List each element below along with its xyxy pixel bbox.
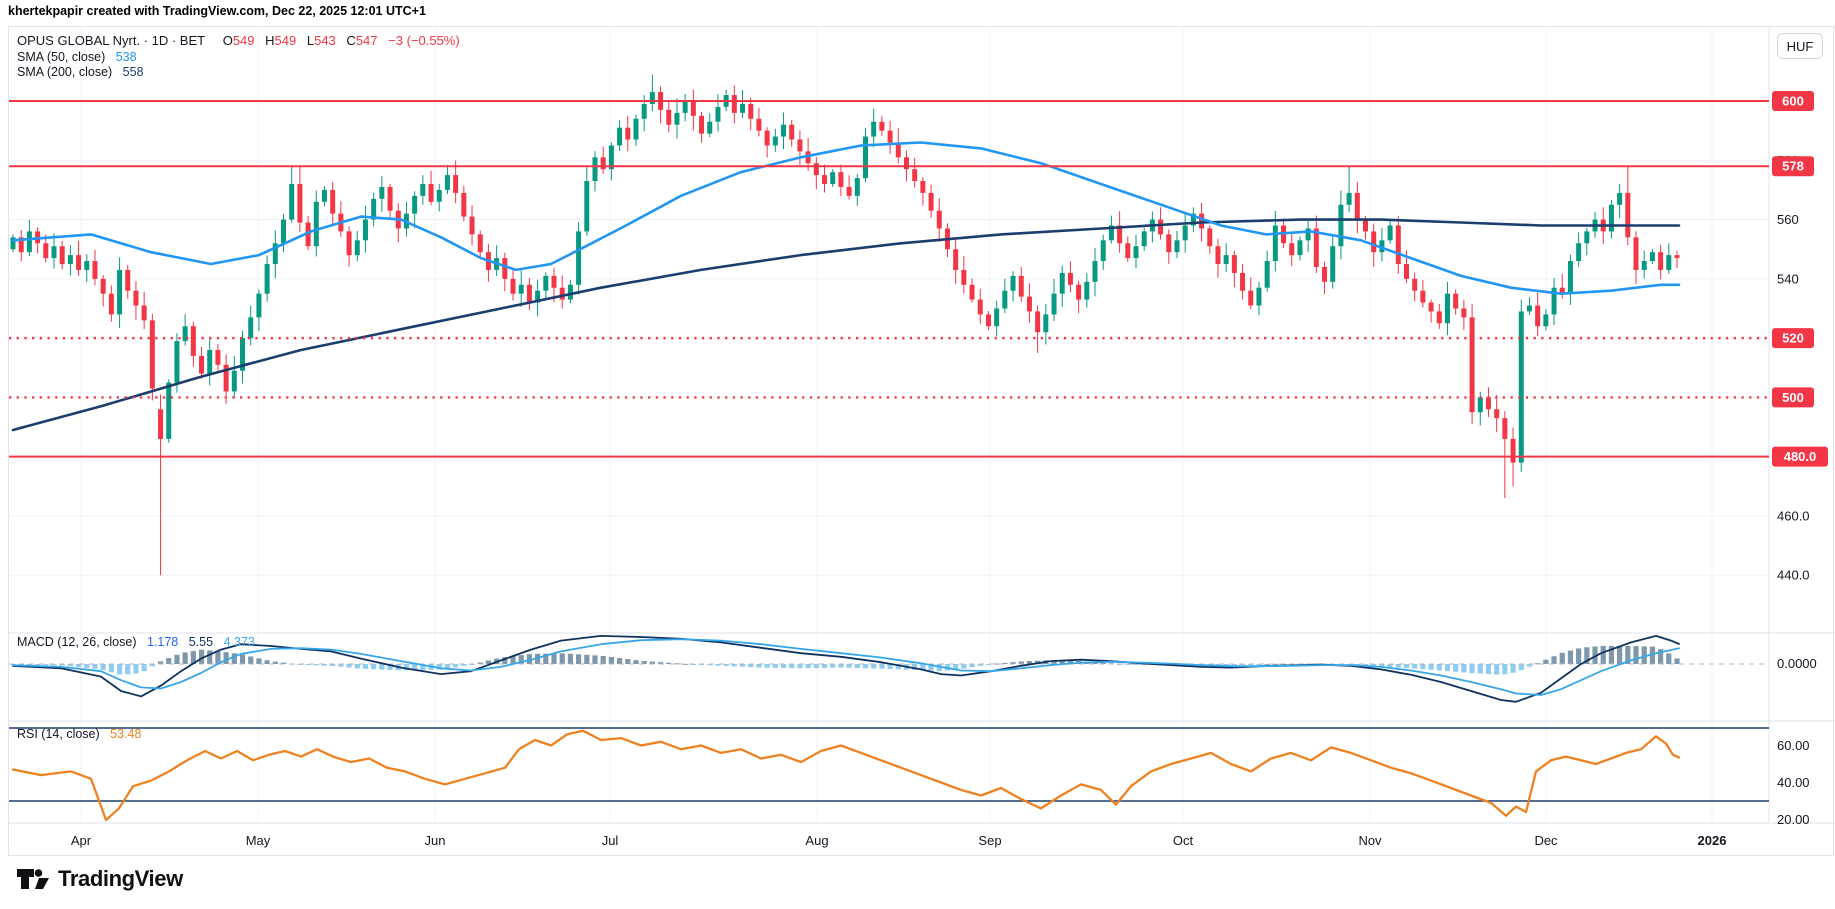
time-axis[interactable]: Apr May Jun Jul Aug Sep Oct Nov Dec 2026 [71,833,1727,848]
symbol-legend[interactable]: OPUS GLOBAL Nyrt. · 1D · BET O549 H549 L… [17,33,460,48]
sma50-label: SMA (50, close) [17,50,106,64]
price-level-badge-500[interactable]: 500 [1772,387,1814,408]
price-level-badge-520[interactable]: 520 [1772,328,1814,349]
tradingview-logo[interactable]: TradingView [16,864,183,894]
macd-label: MACD (12, 26, close) [17,635,137,649]
macd-legend[interactable]: MACD (12, 26, close) 1.178 5.55 4.373 [17,635,255,649]
sma50-line [11,141,1681,295]
rsi-line [11,729,1681,822]
time-axis-label-Sep: Sep [978,833,1001,848]
time-axis-label-Dec: Dec [1534,833,1558,848]
time-axis-label-May: May [246,833,271,848]
tradingview-logo-mark [17,869,49,889]
close-value: 547 [355,33,378,48]
price-axis[interactable]: 580560540500.0460.0440.0600578520500480.… [1772,91,1828,583]
macd-signal-value: 4.373 [223,635,255,649]
macd-signal-line [12,638,1680,696]
price-levels-layer [9,100,1769,458]
low-label: L [306,33,315,48]
open-label: O [222,33,233,48]
sma200-label: SMA (200, close) [17,65,113,79]
sma200-line [11,218,1681,432]
rsi-value: 53.48 [110,727,142,741]
change-value: −3 (−0.55%) [388,33,460,48]
rsi-axis-label: 40.00 [1777,775,1810,790]
price-level-badge-text: 480.0 [1784,449,1817,464]
rsi-pane[interactable]: 60.00 40.00 20.00 [9,727,1810,827]
low-value: 543 [314,33,336,48]
time-axis-label-Jun: Jun [425,833,446,848]
price-level-badge-text: 600 [1782,94,1804,109]
sma200-value: 558 [122,65,144,79]
tradingview-logo-text: TradingView [58,866,183,891]
price-level-badge-578[interactable]: 578 [1772,156,1814,177]
price-level-badge-text: 500 [1782,390,1804,405]
time-axis-label-Oct: Oct [1173,833,1194,848]
high-label: H [265,33,275,48]
open-value: 549 [232,33,255,48]
rsi-label: RSI (14, close) [17,727,100,741]
close-label: C [346,33,356,48]
price-axis-label: 460.0 [1777,508,1810,523]
price-level-badge-text: 578 [1782,159,1804,174]
sma50-value: 538 [115,50,137,64]
price-axis-label: 440.0 [1777,568,1810,583]
chart-card: 580560540500.0460.0440.0600578520500480.… [8,26,1835,857]
sma50-legend[interactable]: SMA (50, close) 538 [17,50,137,64]
price-axis-label: 540 [1777,271,1799,286]
high-value: 549 [274,33,297,48]
price-axis-label: 560 [1777,212,1799,227]
attribution-headline: khertekpapir created with TradingView.co… [8,4,426,18]
pane-borders [9,28,1835,824]
sma200-legend[interactable]: SMA (200, close) 558 [17,65,144,79]
time-axis-label-Aug: Aug [805,833,828,848]
rsi-axis-label: 60.00 [1777,738,1810,753]
price-level-badge-text: 520 [1782,331,1804,346]
macd-hist-value: 1.178 [146,635,179,649]
time-axis-label-Nov: Nov [1358,833,1382,848]
rsi-legend[interactable]: RSI (14, close) 53.48 [17,727,141,741]
macd-line-value: 5.55 [188,635,214,649]
price-level-badge-480.0[interactable]: 480.0 [1772,446,1828,467]
symbol-title: OPUS GLOBAL Nyrt. · 1D · BET [17,33,206,48]
macd-zero-axis-label: 0.0000 [1777,656,1817,671]
time-axis-label-Apr: Apr [71,833,92,848]
time-axis-label-2026: 2026 [1698,833,1727,848]
price-level-badge-600[interactable]: 600 [1772,91,1814,111]
currency-button[interactable]: HUF [1777,33,1823,59]
macd-pane[interactable]: 0.0000 [9,635,1817,703]
macd-line [12,635,1680,703]
chart-canvas[interactable]: 580560540500.0460.0440.0600578520500480.… [9,27,1835,857]
rsi-axis-label: 20.00 [1777,812,1810,827]
time-axis-label-Jul: Jul [602,833,619,848]
